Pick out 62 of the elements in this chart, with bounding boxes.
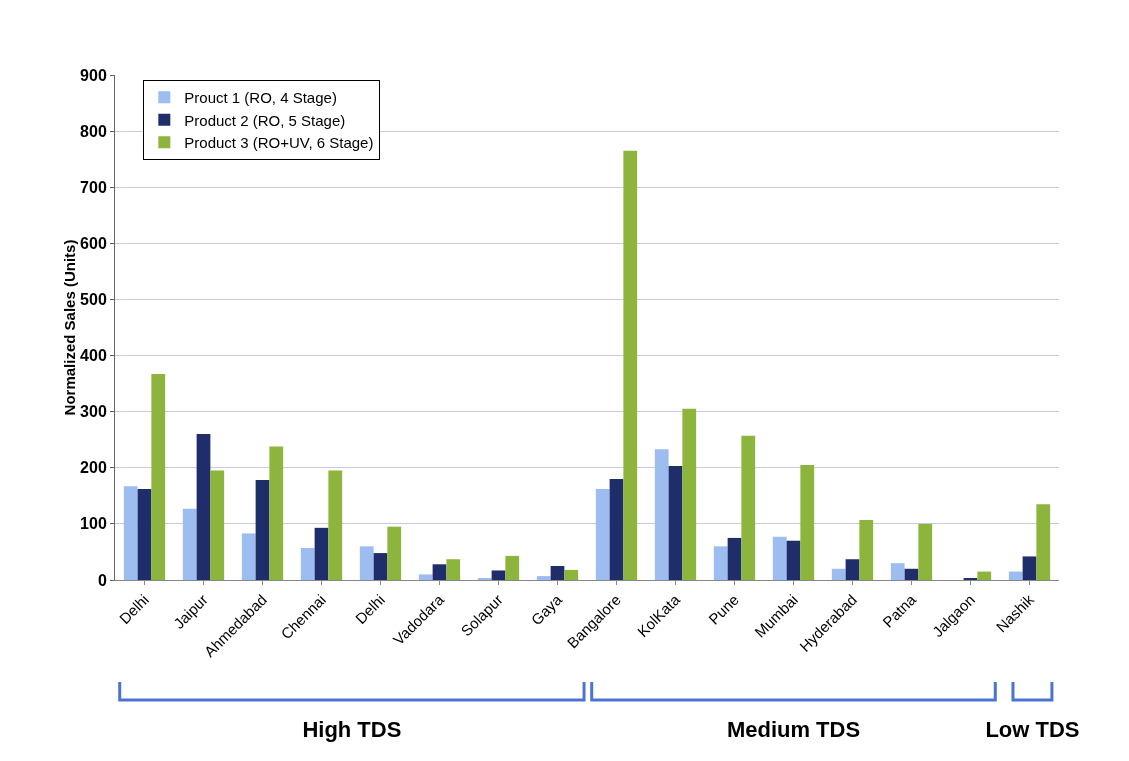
y-tick-label: 600 [80, 234, 107, 252]
bar [359, 546, 374, 580]
legend-label: Prouct 1 (RO, 4 Stage) [184, 89, 337, 107]
y-tick-label: 300 [80, 403, 107, 421]
bar [550, 565, 565, 580]
bar [491, 570, 506, 580]
text: Medium TDS [726, 717, 861, 742]
y-tick-label: 800 [80, 122, 107, 140]
bar [196, 434, 211, 580]
y-tick-label: 700 [80, 178, 107, 196]
bar [536, 576, 551, 580]
bar [727, 537, 742, 580]
bar [831, 568, 846, 580]
bar [904, 568, 919, 580]
bar [859, 519, 874, 580]
bar [432, 564, 447, 580]
bar [741, 435, 756, 580]
bar [918, 523, 933, 580]
bar [446, 559, 461, 580]
y-tick-label: 500 [80, 291, 107, 309]
bar [564, 569, 579, 580]
bar [300, 548, 315, 580]
bar [1022, 556, 1037, 580]
bar [137, 489, 152, 580]
bar [654, 449, 669, 580]
y-tick-label: 400 [80, 347, 107, 365]
bar [418, 574, 433, 580]
bar [328, 470, 343, 580]
bar [595, 489, 610, 580]
bar [182, 508, 197, 580]
bar [210, 470, 225, 580]
legend-label: Product 3 (RO+UV, 6 Stage) [184, 134, 374, 152]
y-tick-label: 900 [80, 66, 107, 84]
bar [1008, 571, 1023, 580]
bar [255, 480, 270, 580]
y-tick-label: 100 [80, 515, 107, 533]
bar [977, 571, 992, 580]
legend-label: Product 2 (RO, 5 Stage) [184, 111, 346, 129]
bar [772, 536, 787, 580]
bar [890, 563, 905, 580]
text: High TDS [302, 717, 402, 742]
bar [786, 540, 801, 580]
bar [682, 408, 697, 580]
bar [505, 555, 520, 580]
bar [241, 533, 256, 580]
bar [800, 464, 815, 580]
bar [609, 479, 624, 580]
y-axis-title: Normalized Sales (Units) [61, 239, 78, 416]
bar [373, 553, 388, 580]
bar [668, 466, 683, 580]
bar [845, 559, 860, 580]
bar [269, 446, 284, 580]
text: Low TDS [985, 717, 1080, 742]
bar [314, 527, 329, 580]
bar [713, 546, 728, 580]
bar [123, 486, 138, 580]
bar [623, 150, 638, 580]
bar [387, 526, 402, 580]
bar [151, 374, 166, 580]
bar [1036, 504, 1051, 580]
y-tick-label: 200 [80, 459, 107, 477]
y-tick-label: 0 [97, 571, 107, 589]
